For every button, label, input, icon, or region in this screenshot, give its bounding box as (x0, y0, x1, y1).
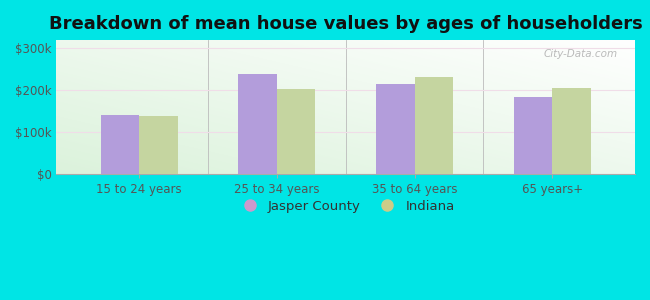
Bar (514, 98, 552, 174)
Bar (101, 115, 139, 174)
Bar (552, 88, 591, 174)
Bar (277, 89, 315, 174)
Bar (376, 84, 415, 174)
Title: Breakdown of mean house values by ages of householders: Breakdown of mean house values by ages o… (49, 15, 643, 33)
Bar (239, 74, 277, 174)
Text: City-Data.com: City-Data.com (543, 50, 618, 59)
Bar (139, 116, 177, 174)
Bar (415, 77, 453, 174)
Legend: Jasper County, Indiana: Jasper County, Indiana (231, 194, 460, 218)
